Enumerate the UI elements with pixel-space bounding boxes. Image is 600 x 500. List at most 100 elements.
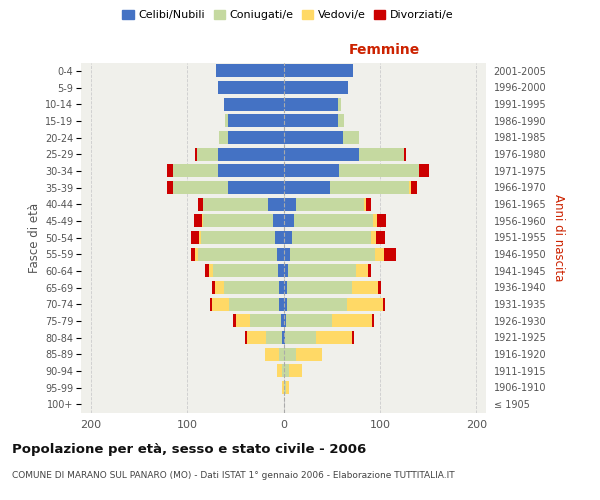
Bar — [419, 164, 429, 177]
Text: Popolazione per età, sesso e stato civile - 2006: Popolazione per età, sesso e stato civil… — [12, 442, 366, 456]
Bar — [281, 364, 284, 378]
Bar — [173, 181, 227, 194]
Bar — [197, 198, 203, 210]
Bar — [292, 231, 371, 244]
Bar — [284, 231, 292, 244]
Bar — [356, 264, 368, 278]
Bar — [202, 214, 203, 228]
Bar — [296, 348, 322, 360]
Bar — [290, 248, 375, 260]
Bar — [332, 314, 372, 328]
Bar — [278, 281, 284, 294]
Bar — [384, 248, 397, 260]
Bar — [212, 281, 215, 294]
Bar — [250, 314, 281, 328]
Bar — [203, 198, 268, 210]
Bar — [289, 364, 302, 378]
Bar — [213, 264, 278, 278]
Bar — [195, 248, 197, 260]
Bar — [284, 248, 290, 260]
Bar — [296, 198, 364, 210]
Y-axis label: Fasce di età: Fasce di età — [28, 202, 41, 272]
Bar — [284, 281, 287, 294]
Bar — [368, 264, 371, 278]
Bar — [268, 198, 284, 210]
Bar — [284, 181, 330, 194]
Bar — [352, 331, 354, 344]
Bar — [278, 298, 284, 310]
Bar — [167, 164, 173, 177]
Bar — [284, 98, 338, 110]
Bar — [205, 264, 209, 278]
Bar — [224, 98, 284, 110]
Bar — [286, 314, 332, 328]
Bar — [411, 181, 416, 194]
Bar — [352, 281, 378, 294]
Bar — [287, 281, 352, 294]
Bar — [316, 331, 352, 344]
Bar — [218, 148, 284, 160]
Bar — [284, 331, 286, 344]
Bar — [289, 264, 356, 278]
Bar — [375, 248, 384, 260]
Bar — [278, 264, 284, 278]
Bar — [338, 98, 341, 110]
Bar — [191, 248, 195, 260]
Bar — [200, 231, 275, 244]
Bar — [266, 331, 281, 344]
Bar — [377, 214, 386, 228]
Bar — [218, 81, 284, 94]
Bar — [284, 314, 286, 328]
Bar — [284, 198, 296, 210]
Bar — [195, 148, 197, 160]
Bar — [284, 164, 340, 177]
Bar — [236, 314, 250, 328]
Bar — [383, 298, 385, 310]
Bar — [215, 281, 224, 294]
Bar — [284, 214, 294, 228]
Bar — [284, 348, 296, 360]
Bar — [378, 281, 381, 294]
Bar — [372, 314, 374, 328]
Bar — [284, 114, 338, 128]
Bar — [218, 164, 284, 177]
Text: COMUNE DI MARANO SUL PANARO (MO) - Dati ISTAT 1° gennaio 2006 - Elaborazione TUT: COMUNE DI MARANO SUL PANARO (MO) - Dati … — [12, 471, 455, 480]
Bar — [286, 331, 316, 344]
Bar — [199, 231, 200, 244]
Bar — [367, 198, 371, 210]
Bar — [284, 381, 286, 394]
Bar — [371, 231, 376, 244]
Bar — [173, 164, 218, 177]
Bar — [284, 81, 348, 94]
Bar — [286, 381, 289, 394]
Bar — [364, 198, 367, 210]
Bar — [373, 214, 377, 228]
Bar — [197, 148, 218, 160]
Bar — [294, 214, 373, 228]
Bar — [265, 348, 278, 360]
Y-axis label: Anni di nascita: Anni di nascita — [552, 194, 565, 281]
Bar — [227, 114, 284, 128]
Bar — [284, 298, 287, 310]
Bar — [229, 298, 278, 310]
Bar — [281, 381, 284, 394]
Bar — [340, 164, 419, 177]
Bar — [209, 264, 213, 278]
Bar — [284, 264, 289, 278]
Bar — [287, 298, 347, 310]
Bar — [224, 281, 278, 294]
Bar — [219, 131, 227, 144]
Bar — [281, 331, 284, 344]
Text: Femmine: Femmine — [349, 44, 421, 57]
Bar — [376, 231, 385, 244]
Bar — [284, 64, 353, 78]
Bar — [338, 114, 344, 128]
Bar — [275, 231, 284, 244]
Bar — [359, 148, 404, 160]
Bar — [245, 331, 247, 344]
Legend: Celibi/Nubili, Coniugati/e, Vedovi/e, Divorziati/e: Celibi/Nubili, Coniugati/e, Vedovi/e, Di… — [118, 6, 458, 25]
Bar — [216, 64, 284, 78]
Bar — [278, 348, 284, 360]
Bar — [197, 248, 277, 260]
Bar — [167, 181, 173, 194]
